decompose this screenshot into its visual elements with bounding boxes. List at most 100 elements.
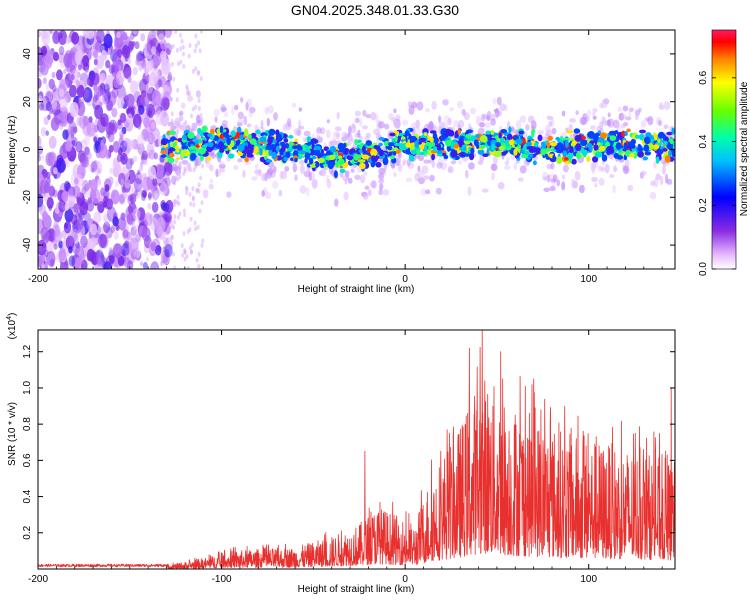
heat-cell <box>467 186 472 197</box>
heat-cell <box>143 131 150 142</box>
heat-cell <box>230 130 236 138</box>
heat-cell <box>415 127 421 136</box>
colorbar-label: Normalized spectral amplitude <box>739 81 750 216</box>
heat-cell <box>191 68 195 74</box>
heat-cell <box>641 120 647 128</box>
heat-cell <box>282 123 288 132</box>
heat-cell <box>580 139 588 146</box>
heat-cell <box>176 87 180 93</box>
heat-cell <box>150 121 156 130</box>
heat-cell <box>550 162 555 170</box>
heat-cell <box>363 171 368 176</box>
heat-cell <box>199 112 203 118</box>
x-tick-label: -200 <box>28 274 48 285</box>
heat-cell <box>83 89 90 99</box>
heat-cell <box>298 150 306 155</box>
heat-cell <box>482 153 489 157</box>
heat-cell <box>628 107 635 112</box>
heat-cell <box>417 165 421 173</box>
heat-cell <box>63 68 67 75</box>
heat-cell <box>591 111 596 117</box>
heat-cell <box>265 192 271 200</box>
heat-cell <box>50 152 58 164</box>
heat-cell <box>377 173 384 179</box>
heat-cell <box>417 170 425 178</box>
heat-cell <box>132 30 138 35</box>
heat-cell <box>91 188 101 204</box>
heat-cell <box>333 170 338 179</box>
heat-cell <box>47 228 56 242</box>
snr-y-scale-exponent: 4 <box>6 316 13 320</box>
heat-cell <box>199 148 206 155</box>
heat-cell <box>343 191 349 201</box>
heat-cell <box>100 113 109 127</box>
heat-cell <box>243 128 249 137</box>
heat-cell <box>572 180 578 189</box>
heat-cell <box>292 149 299 158</box>
heat-cell <box>410 150 417 155</box>
heat-cell <box>189 201 193 207</box>
heat-cell <box>125 93 135 108</box>
heat-cell <box>354 174 361 181</box>
heat-cell <box>479 122 485 128</box>
heat-cell <box>180 102 186 109</box>
heat-cell <box>53 220 59 230</box>
heat-cell <box>38 154 41 162</box>
heat-cell <box>208 164 214 172</box>
heat-cell <box>325 129 331 139</box>
heat-cell <box>124 178 131 189</box>
heat-cell <box>101 93 109 105</box>
colorbar-ticks: 0.0 0.2 0.4 0.6 <box>698 70 736 276</box>
heat-cell <box>93 136 98 143</box>
heat-cell <box>53 173 58 179</box>
heat-cell <box>644 117 651 122</box>
heat-cell <box>124 240 129 249</box>
spectrogram-heatmap <box>38 30 675 269</box>
heat-cell <box>58 45 65 56</box>
heat-cell <box>249 138 257 145</box>
heat-cell <box>219 134 224 139</box>
heat-cell <box>109 255 115 264</box>
heat-cell <box>106 199 112 208</box>
heat-cell <box>87 75 94 87</box>
heat-cell <box>237 143 245 152</box>
heat-cell <box>53 51 59 62</box>
heat-cell <box>210 153 216 159</box>
heat-cell <box>96 252 105 267</box>
heat-cell <box>182 208 186 214</box>
heat-cell <box>270 169 276 178</box>
heat-cell <box>552 174 558 183</box>
heat-cell <box>190 249 193 255</box>
heat-cell <box>180 38 184 44</box>
heat-cell <box>273 112 278 121</box>
heat-cell <box>90 160 98 172</box>
heat-cell <box>394 134 398 143</box>
heat-cell <box>297 119 302 128</box>
heat-cell <box>44 90 52 101</box>
heat-cell <box>164 160 168 168</box>
heat-cell <box>114 163 122 175</box>
heat-cell <box>180 149 185 158</box>
heat-cell <box>375 162 382 168</box>
heat-cell <box>351 138 355 143</box>
heat-cell <box>76 191 81 197</box>
heat-cell <box>45 130 49 136</box>
heat-cell <box>384 123 390 130</box>
heat-cell <box>663 140 668 146</box>
heat-cell <box>93 211 102 224</box>
heat-cell <box>81 259 88 269</box>
heat-cell <box>174 199 178 205</box>
heat-cell <box>431 100 437 110</box>
heat-cell <box>185 186 189 192</box>
heat-cell <box>490 118 496 126</box>
heat-cell <box>365 132 371 138</box>
heat-cell <box>40 45 48 56</box>
y-tick-label: -40 <box>22 237 33 252</box>
heat-cell <box>358 118 363 127</box>
snr-series-line <box>38 330 675 569</box>
heat-cell <box>169 30 173 34</box>
heat-cell <box>93 50 99 59</box>
heat-cell <box>542 176 549 181</box>
heat-cell <box>639 129 646 134</box>
heat-cell <box>122 31 128 41</box>
